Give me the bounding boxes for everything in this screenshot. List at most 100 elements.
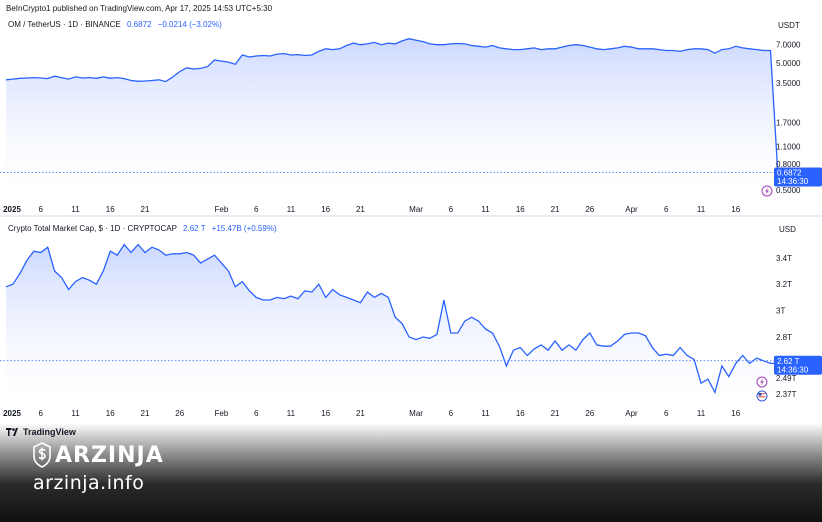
data-point xyxy=(394,43,396,45)
data-point xyxy=(505,48,507,50)
data-point xyxy=(429,337,431,339)
data-point xyxy=(199,67,201,69)
data-point xyxy=(665,49,667,51)
data-point xyxy=(213,59,215,61)
data-point xyxy=(742,47,744,49)
data-point xyxy=(380,43,382,45)
total-mcap-pane: 3.4T 3.2T 3T 2.8T 2.49T 2.37T 2.62 T 14:36:30 20… xyxy=(0,218,822,423)
x-tick-label: 21 xyxy=(551,409,560,418)
data-point xyxy=(241,280,243,282)
data-point xyxy=(769,49,771,51)
dollar-shield-icon xyxy=(33,442,51,468)
mcap-symbol-label: Crypto Total Market Cap, $ · 1D · CRYPTO… xyxy=(8,224,177,233)
data-point xyxy=(728,48,730,50)
om-usdt-pane: 7.0000 5.0000 3.5000 1.7000 1.1000 0.8000 0.50… xyxy=(0,14,822,214)
data-point xyxy=(325,48,327,50)
data-point xyxy=(227,61,229,63)
data-point xyxy=(693,48,695,50)
y-tick-label: 3.2T xyxy=(776,280,792,289)
data-point xyxy=(60,276,62,278)
om-usdt-chart[interactable]: 7.0000 5.0000 3.5000 1.7000 1.1000 0.8000 0.50… xyxy=(0,14,822,214)
data-point xyxy=(665,353,667,355)
data-point xyxy=(464,43,466,45)
data-point xyxy=(318,50,320,52)
data-point xyxy=(748,362,750,364)
data-point xyxy=(644,334,646,336)
data-point xyxy=(338,48,340,50)
data-point xyxy=(596,344,598,346)
data-point xyxy=(422,336,424,338)
data-point xyxy=(422,40,424,42)
x-tick-label: 11 xyxy=(481,409,490,418)
data-point xyxy=(158,249,160,251)
data-point xyxy=(186,67,188,69)
data-point xyxy=(290,54,292,56)
event-bolt-icon[interactable] xyxy=(756,376,768,388)
data-point xyxy=(40,251,42,253)
data-point xyxy=(387,42,389,44)
data-point xyxy=(755,357,757,359)
x-tick-label: Mar xyxy=(409,409,423,418)
data-point xyxy=(693,358,695,360)
data-point xyxy=(311,291,313,293)
us-flag-icon[interactable] xyxy=(756,390,768,402)
x-tick-label: Feb xyxy=(215,409,229,418)
data-point xyxy=(470,316,472,318)
data-point xyxy=(554,48,556,50)
data-point xyxy=(290,295,292,297)
data-point xyxy=(172,76,174,78)
price-label-box xyxy=(774,167,822,187)
data-point xyxy=(352,299,354,301)
data-point xyxy=(644,48,646,50)
data-point xyxy=(262,54,264,56)
data-point xyxy=(345,44,347,46)
data-point xyxy=(165,254,167,256)
data-point xyxy=(81,276,83,278)
data-point xyxy=(26,259,28,261)
y-tick-label: 1.1000 xyxy=(776,143,801,152)
data-point xyxy=(575,349,577,351)
data-point xyxy=(686,354,688,356)
data-point xyxy=(526,354,528,356)
data-point xyxy=(297,298,299,300)
data-point xyxy=(269,299,271,301)
data-point xyxy=(123,77,125,79)
data-point xyxy=(186,251,188,253)
event-bolt-icon[interactable] xyxy=(761,185,773,197)
data-point xyxy=(206,65,208,67)
data-point xyxy=(88,76,90,78)
data-point xyxy=(637,48,639,50)
data-point xyxy=(700,382,702,384)
data-point xyxy=(554,340,556,342)
data-point xyxy=(609,345,611,347)
data-point xyxy=(707,378,709,380)
tradingview-logo[interactable]: TradingView xyxy=(6,427,76,437)
price-label-countdown: 14:36:30 xyxy=(777,365,809,374)
data-point xyxy=(255,55,257,57)
data-point xyxy=(762,49,764,51)
pane-divider[interactable] xyxy=(0,215,822,217)
data-point xyxy=(262,299,264,301)
x-tick-label: 2025 xyxy=(3,409,21,418)
x-tick-label: 6 xyxy=(449,409,454,418)
data-point xyxy=(735,362,737,364)
x-tick-label: 11 xyxy=(287,409,296,418)
tradingview-label: TradingView xyxy=(23,427,76,437)
data-point xyxy=(12,283,14,285)
data-point xyxy=(484,328,486,330)
data-point xyxy=(102,76,104,78)
tradingview-icon xyxy=(6,428,18,436)
data-point xyxy=(297,53,299,55)
data-point xyxy=(109,77,111,79)
data-point xyxy=(519,346,521,348)
om-legend: OM / TetherUS · 1D · BINANCE 0.6872 −0.0… xyxy=(8,20,222,29)
data-point xyxy=(137,80,139,82)
x-tick-label: 11 xyxy=(697,205,706,214)
data-point xyxy=(512,48,514,50)
y-tick-label: 2.8T xyxy=(776,333,792,342)
data-point xyxy=(325,296,327,298)
x-tick-label: 26 xyxy=(585,409,594,418)
x-tick-label: 11 xyxy=(287,205,296,214)
data-point xyxy=(623,45,625,47)
